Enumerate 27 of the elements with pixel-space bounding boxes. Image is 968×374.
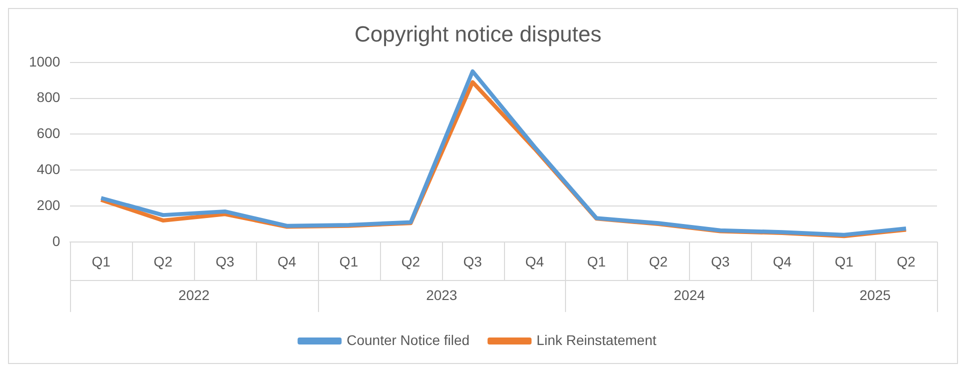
x-tick-label: Q2 (649, 253, 668, 270)
x-tick-label: Q1 (92, 253, 111, 270)
x-tick-label: Q4 (525, 253, 544, 270)
y-tick-label: 800 (36, 89, 60, 106)
chart-title: Copyright notice disputes (354, 21, 602, 46)
x-tick-label: Q2 (401, 253, 420, 270)
x-tick-label: Q3 (463, 253, 482, 270)
text: 2022 (178, 286, 210, 303)
x-tick-label: Q4 (772, 253, 792, 270)
x-tick-label: Q2 (896, 253, 916, 270)
x-tick-label: Q1 (834, 253, 854, 270)
text: 2023 (426, 286, 458, 303)
x-tick-label: Q4 (278, 253, 296, 270)
legend-label: Link Reinstatement (536, 332, 657, 348)
y-tick-label: 1000 (28, 53, 60, 70)
y-tick-label: 0 (52, 232, 60, 249)
text: 2025 (860, 286, 891, 303)
x-tick-label: Q2 (154, 253, 173, 270)
x-tick-label: Q3 (710, 253, 730, 270)
legend-label: Counter Notice filed (346, 332, 470, 348)
y-tick-label: 200 (36, 196, 60, 213)
x-tick-label: Q1 (339, 253, 358, 270)
x-tick-label: Q1 (587, 253, 606, 270)
text: 2024 (674, 286, 706, 303)
y-tick-label: 600 (36, 125, 60, 142)
x-tick-label: Q3 (216, 253, 234, 270)
y-tick-label: 400 (36, 161, 60, 178)
